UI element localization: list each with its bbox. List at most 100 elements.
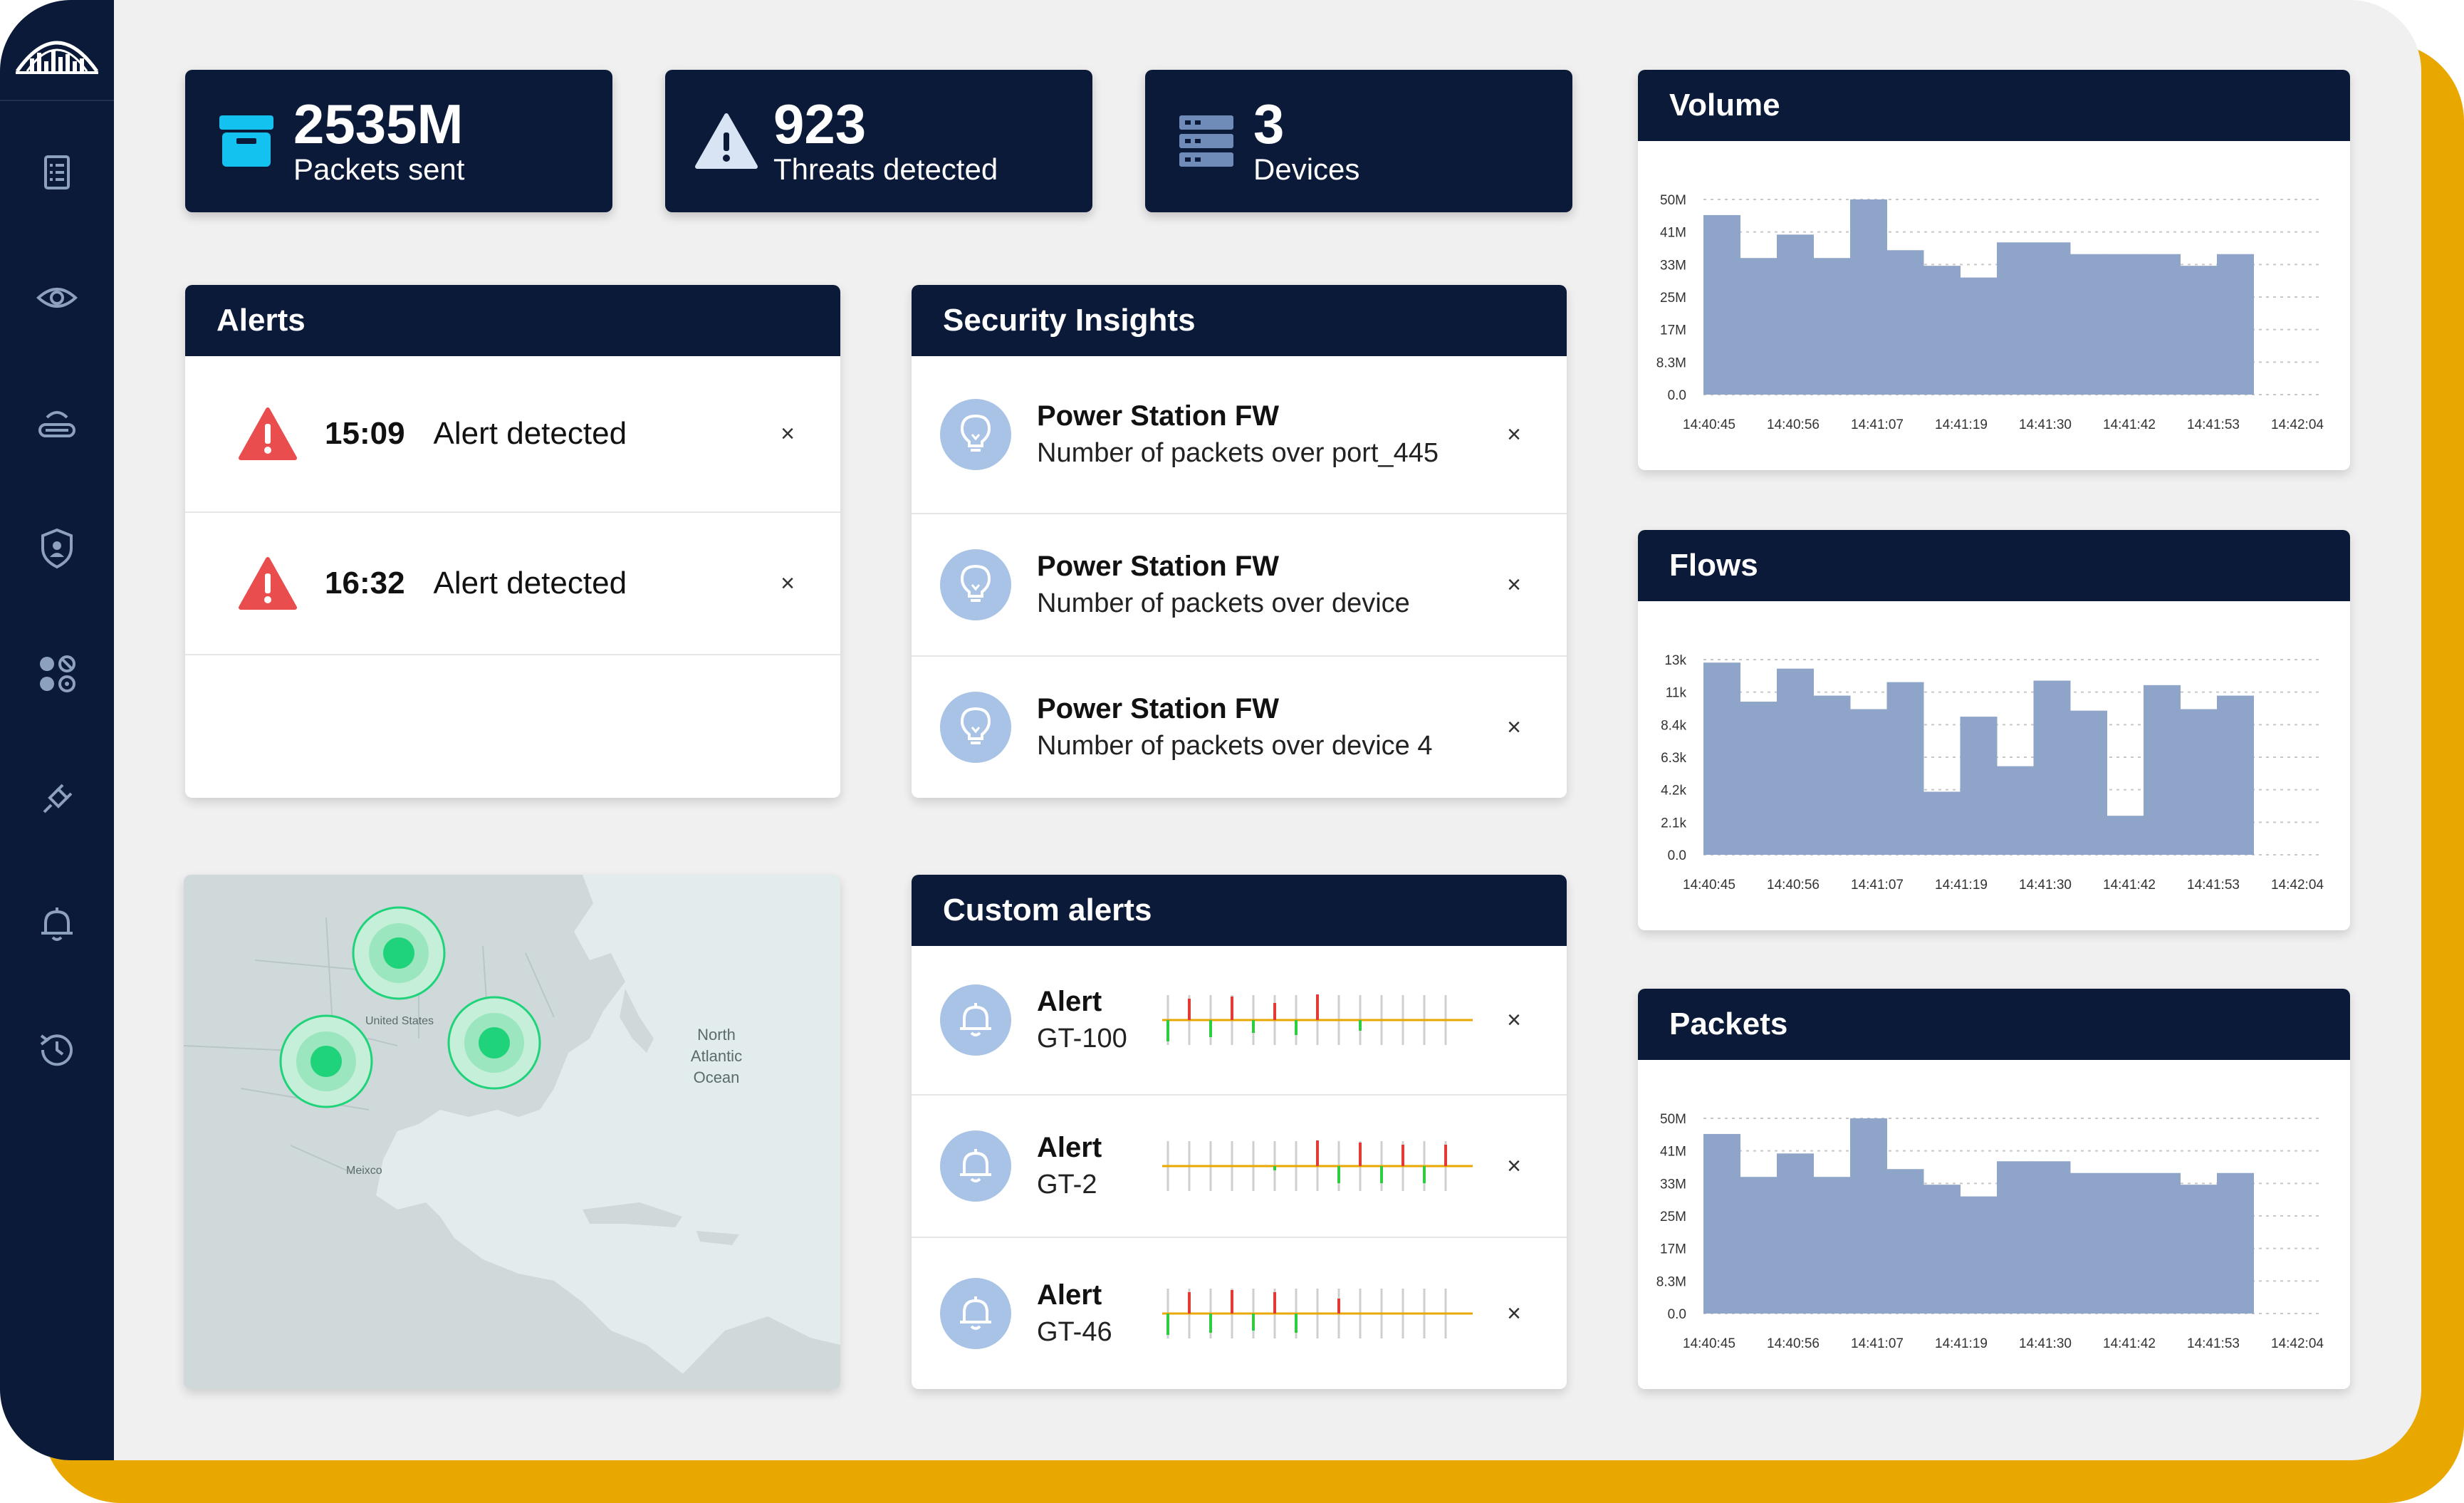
y-tick-label: 33M [1660,258,1686,273]
custom-alert-row[interactable]: Alert GT-2 × [912,1096,1567,1238]
chart-bar[interactable] [1777,1153,1814,1314]
chart-bar[interactable] [1740,258,1777,395]
close-icon[interactable]: × [781,569,795,597]
flows-chart[interactable]: 13k 11k 8.4k 6.3k 4.2k 2.1k 0.0 14:40:45 14:40:5… [1638,601,2350,930]
threat-map[interactable]: United States Meixco North Atlantic Ocea… [184,875,840,1389]
close-icon[interactable]: × [1507,1006,1521,1034]
map-marker[interactable] [279,1014,373,1108]
alert-sparkline [1162,1289,1473,1338]
chart-bar[interactable] [1740,702,1777,855]
custom-alert-row[interactable]: Alert GT-46 × [912,1238,1567,1389]
chart-bar[interactable] [1960,277,1998,395]
chart-bar[interactable] [2144,1172,2181,1314]
y-tick-label: 41M [1660,226,1686,241]
sidebar-item-notifications[interactable] [28,896,85,953]
chart-bar[interactable] [2107,1172,2144,1314]
chart-bar[interactable] [1703,662,1740,855]
chart-bar[interactable] [1740,1177,1777,1314]
y-tick-label: 50M [1660,193,1686,208]
chart-bar[interactable] [2070,1172,2107,1314]
chart-bar[interactable] [1997,766,2034,855]
chart-bar[interactable] [2107,254,2144,395]
alert-text: Alert detected [433,416,627,451]
map-marker[interactable] [352,906,446,1000]
close-icon[interactable]: × [1507,713,1521,741]
chart-bar[interactable] [2107,816,2144,855]
y-tick-label: 25M [1660,1210,1686,1224]
chart-bar[interactable] [1886,682,1924,855]
chart-bar[interactable] [1886,1169,1924,1314]
chart-bar[interactable] [1960,717,1998,855]
chart-bar[interactable] [1850,1118,1887,1314]
close-icon[interactable]: × [1507,571,1521,598]
insight-row[interactable]: Power Station FW Number of packets over … [912,514,1567,657]
kpi-threats[interactable]: 923 Threats detected [665,70,1092,212]
sidebar-item-network[interactable] [28,395,85,452]
chart-bar[interactable] [2180,266,2218,395]
chart-bar[interactable] [2070,254,2107,395]
map-label-ocean-2: Atlantic [691,1047,742,1065]
chart-bar[interactable] [2144,254,2181,395]
close-icon[interactable]: × [1507,420,1521,448]
chart-bar[interactable] [2180,709,2218,855]
insight-row[interactable]: Power Station FW Number of packets over … [912,657,1567,798]
sidebar-item-monitor[interactable] [28,269,85,326]
packets-chart[interactable]: 50M 41M 33M 25M 17M 8.3M 0.0 14:40:45 14:40:56 14… [1638,1060,2350,1389]
x-tick-label: 14:41:53 [2187,417,2240,432]
chart-bar[interactable] [1923,1185,1961,1314]
chart-bar[interactable] [2217,254,2254,395]
volume-chart[interactable]: 50M 41M 33M 25M 17M 8.3M 0.0 14:40:45 14:40:56 14… [1638,141,2350,470]
sidebar-item-history[interactable] [28,1021,85,1078]
alert-row[interactable]: 16:32 Alert detected × [185,513,840,655]
sidebar-item-apps[interactable] [28,645,85,702]
insight-subtitle: Number of packets over device 4 [1037,731,1433,761]
chart-bar[interactable] [1997,1161,2034,1314]
chart-bar[interactable] [2217,1172,2254,1314]
chart-bar[interactable] [1813,695,1851,855]
map-label-us: United States [365,1015,434,1027]
close-icon[interactable]: × [1507,1299,1521,1327]
y-tick-label: 25M [1660,291,1686,306]
alert-row[interactable]: 15:09 Alert detected × [185,356,840,513]
chart-bar[interactable] [2033,680,2071,855]
custom-alert-row[interactable]: Alert GT-100 × [912,946,1567,1096]
chart-bar[interactable] [2070,710,2107,855]
close-icon[interactable]: × [781,420,795,447]
x-tick-label: 14:41:19 [1935,878,1988,893]
chart-bar[interactable] [1777,234,1814,395]
kpi-label: Threats detected [773,152,998,186]
x-tick-label: 14:41:19 [1935,1336,1988,1351]
lightbulb-icon [940,399,1011,470]
kpi-packets[interactable]: 2535M Packets sent [185,70,612,212]
sidebar-item-integrations[interactable] [28,771,85,828]
chart-bar[interactable] [1997,242,2034,395]
chart-bar[interactable] [1813,258,1851,395]
chart-bar[interactable] [2180,1185,2218,1314]
sidebar-item-dashboard[interactable] [28,144,85,201]
chart-bar[interactable] [1960,1196,1998,1314]
close-icon[interactable]: × [1507,1152,1521,1180]
chart-bar[interactable] [1703,1133,1740,1314]
logo-icon[interactable] [13,21,101,77]
chart-bar[interactable] [2033,1161,2071,1314]
map-marker[interactable] [447,996,541,1090]
x-tick-label: 14:40:56 [1767,878,1820,893]
chart-bar[interactable] [1813,1177,1851,1314]
chart-bar[interactable] [1703,214,1740,395]
chart-bar[interactable] [1850,709,1887,855]
lightbulb-icon [940,549,1011,620]
insight-row[interactable]: Power Station FW Number of packets over … [912,356,1567,514]
alert-time: 16:32 [325,566,405,600]
kpi-devices[interactable]: 3 Devices [1145,70,1572,212]
insights-title: Security Insights [912,285,1567,356]
chart-bar[interactable] [2217,695,2254,855]
chart-bar[interactable] [1850,199,1887,395]
chart-bar[interactable] [1923,791,1961,855]
chart-bar[interactable] [1886,250,1924,395]
chart-bar[interactable] [2144,685,2181,855]
chart-bar[interactable] [1777,668,1814,855]
sidebar-item-security[interactable] [28,520,85,577]
volume-chart-title: Volume [1638,70,2350,141]
chart-bar[interactable] [1923,266,1961,395]
chart-bar[interactable] [2033,242,2071,395]
